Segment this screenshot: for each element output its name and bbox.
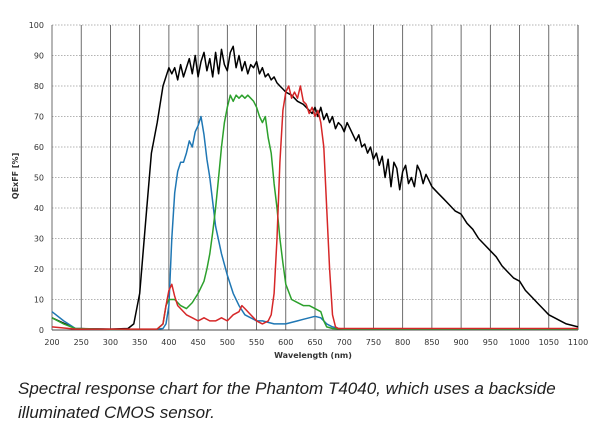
series-line-4 <box>51 85 578 330</box>
x-tick-label: 600 <box>278 338 293 347</box>
x-tick-label: 1000 <box>509 338 529 347</box>
grid <box>51 24 579 331</box>
x-tick-label: 300 <box>103 338 118 347</box>
series-line-2 <box>51 115 578 331</box>
y-tick-label: 80 <box>34 82 44 91</box>
x-tick-label: 450 <box>190 338 205 347</box>
series-line-1 <box>51 45 579 330</box>
x-axis-ticks: 200 250 300 350 400 450 500 550 600 650 700 750 800 8… <box>44 338 588 347</box>
series-lines <box>51 45 579 331</box>
y-tick-label: 90 <box>34 52 44 61</box>
x-tick-label: 200 <box>44 338 59 347</box>
x-tick-label: 750 <box>366 338 381 347</box>
x-tick-label: 400 <box>161 338 176 347</box>
y-axis-ticks: 0 10 20 30 40 50 60 70 80 90 100 <box>29 21 44 335</box>
x-tick-label: 550 <box>249 338 264 347</box>
y-tick-label: 100 <box>29 21 44 30</box>
y-tick-label: 10 <box>34 296 44 305</box>
y-tick-label: 0 <box>39 326 44 335</box>
x-tick-label: 700 <box>337 338 352 347</box>
x-tick-label: 950 <box>483 338 498 347</box>
x-tick-label: 1100 <box>568 338 588 347</box>
y-tick-label: 60 <box>34 143 44 152</box>
y-tick-label: 40 <box>34 204 44 213</box>
x-tick-label: 900 <box>453 338 468 347</box>
y-axis-title: QExFF [%] <box>11 153 20 199</box>
series-line-3 <box>51 94 578 331</box>
x-tick-label: 850 <box>424 338 439 347</box>
x-tick-label: 350 <box>132 338 147 347</box>
y-tick-label: 20 <box>34 265 44 274</box>
x-tick-label: 800 <box>395 338 410 347</box>
x-tick-label: 500 <box>220 338 235 347</box>
y-tick-label: 30 <box>34 235 44 244</box>
x-tick-label: 1050 <box>539 338 559 347</box>
x-tick-label: 650 <box>307 338 322 347</box>
x-axis-title: Wavelength (nm) <box>274 351 352 360</box>
y-tick-label: 50 <box>34 174 44 183</box>
chart-caption: Spectral response chart for the Phantom … <box>18 379 556 422</box>
y-tick-label: 70 <box>34 113 44 122</box>
x-tick-label: 250 <box>74 338 89 347</box>
